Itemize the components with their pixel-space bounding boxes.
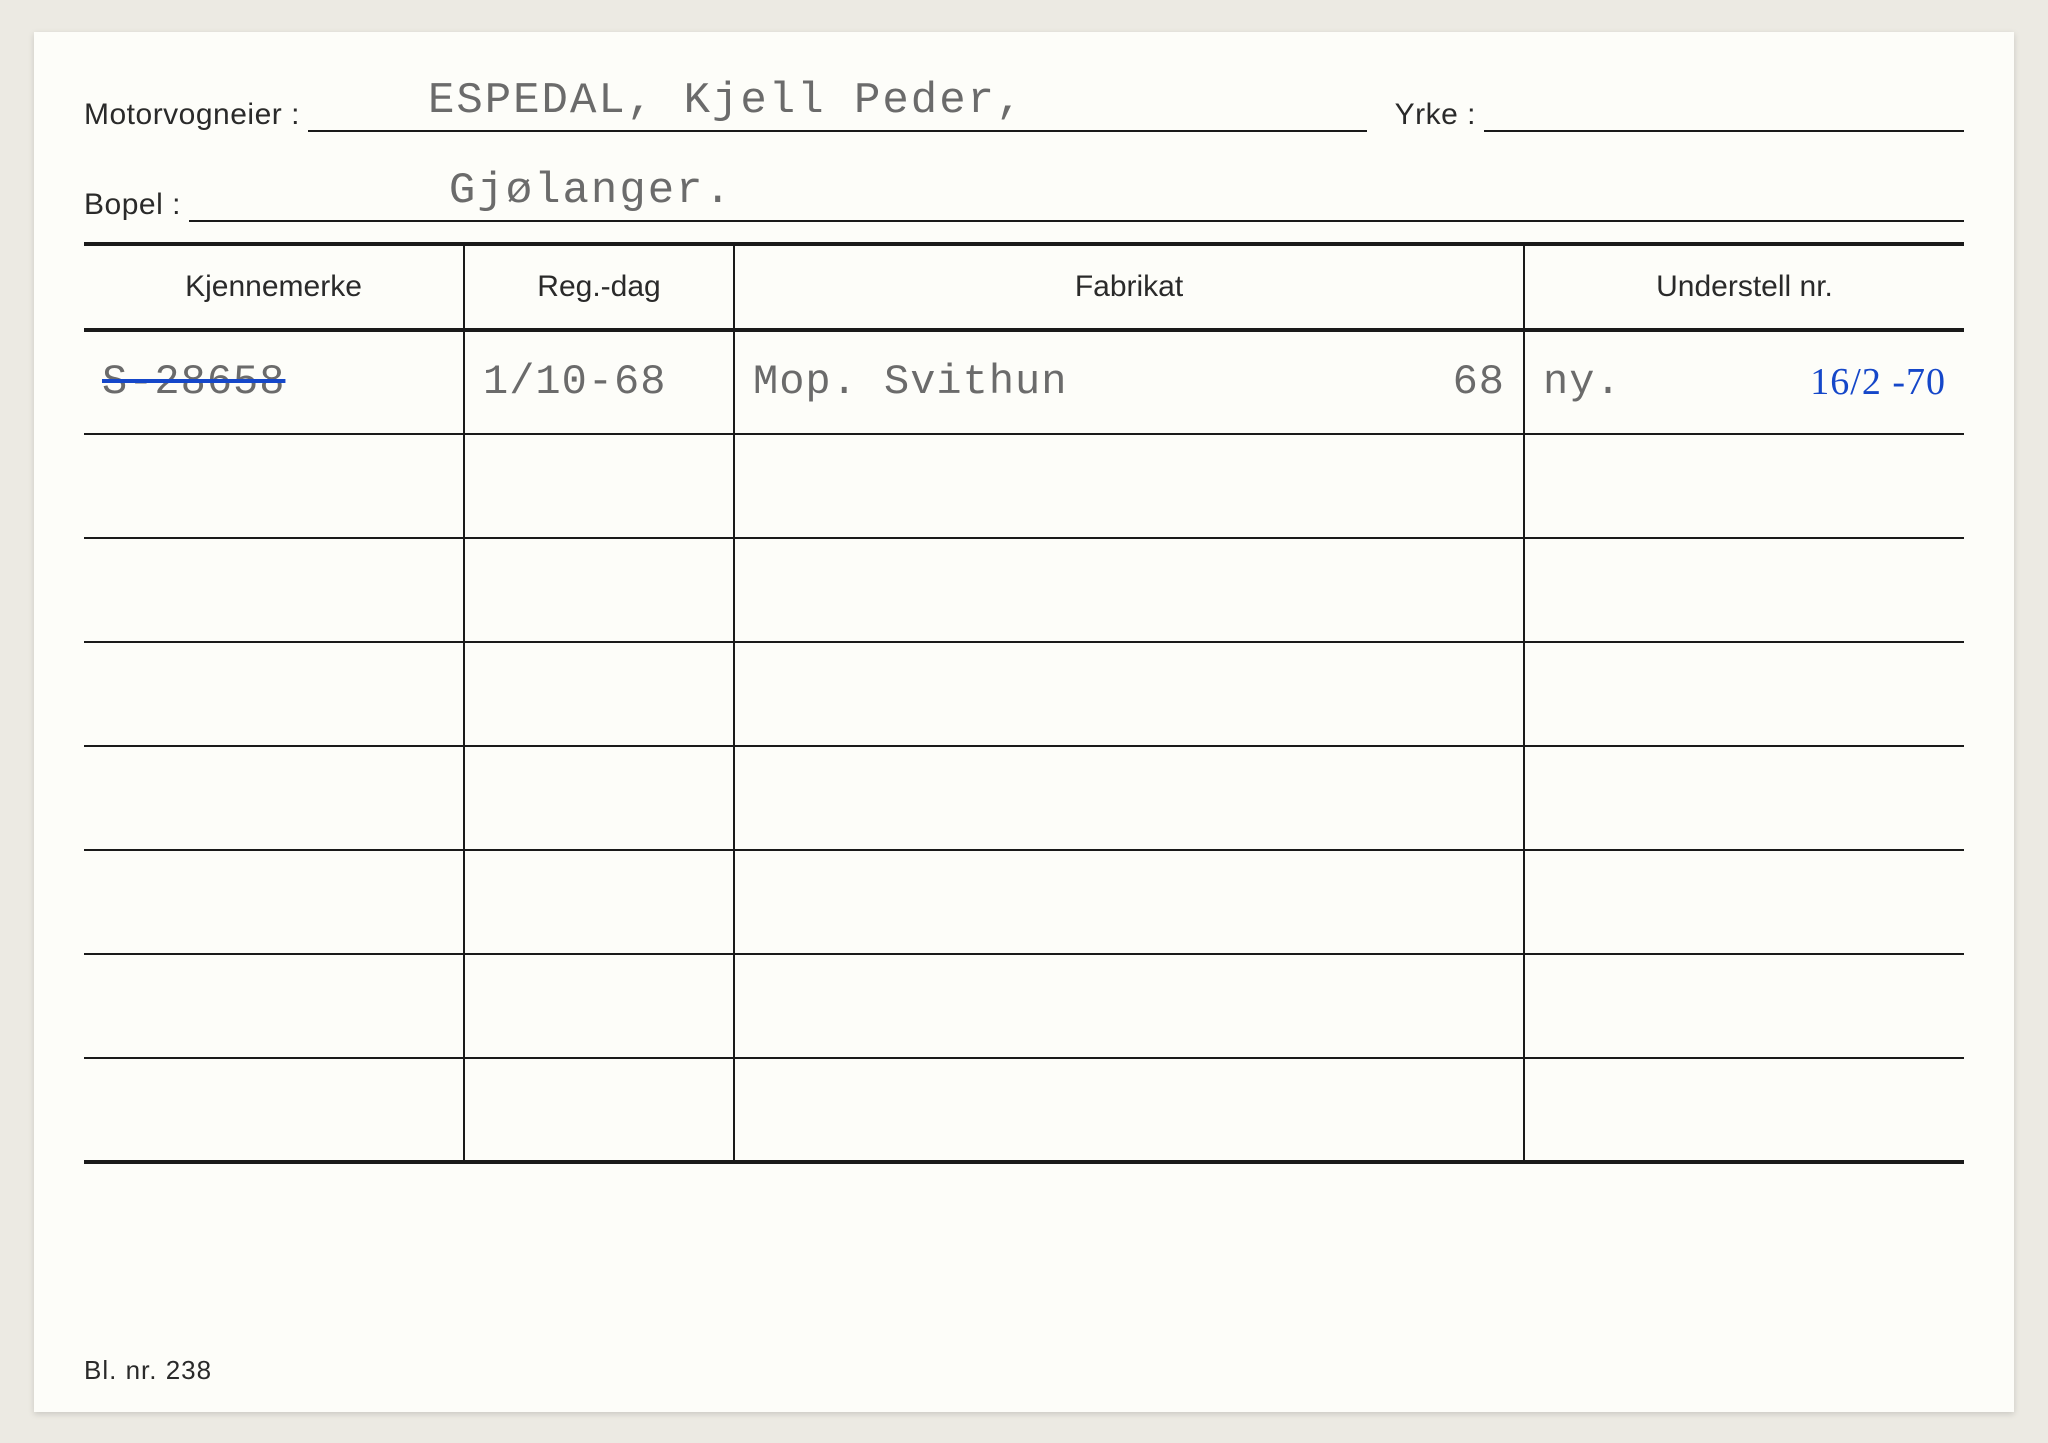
occupation-field: Yrke : (1395, 98, 1484, 132)
reg-dag-value: 1/10-68 (483, 358, 666, 406)
owner-field: Motorvogneier : (84, 98, 308, 132)
owner-label: Motorvogneier : (84, 98, 308, 132)
occupation-line (1484, 82, 1964, 132)
fabrikat-right: 68 (1453, 358, 1505, 406)
table-row (84, 746, 1964, 850)
cell-kjennemerke: S-28658 (84, 330, 464, 434)
residence-value: Gjølanger. (189, 166, 1964, 216)
cell-reg-dag: 1/10-68 (464, 330, 734, 434)
table-row: S-28658 1/10-68 Mop. Svithun 68 ny. 16/2… (84, 330, 1964, 434)
owner-line: ESPEDAL, Kjell Peder, (308, 82, 1367, 132)
table-row (84, 642, 1964, 746)
residence-line: Gjølanger. (189, 172, 1964, 222)
registration-card: Motorvogneier : ESPEDAL, Kjell Peder, Yr… (34, 32, 2014, 1412)
understell-handwritten: 16/2 -70 (1810, 360, 1946, 404)
table-row (84, 1058, 1964, 1162)
residence-field: Bopel : (84, 188, 189, 222)
table-row (84, 434, 1964, 538)
table-row (84, 538, 1964, 642)
header-row-2: Bopel : Gjølanger. (84, 172, 1964, 222)
fabrikat-left: Mop. Svithun (753, 358, 1067, 406)
table-row (84, 954, 1964, 1058)
header-row-1: Motorvogneier : ESPEDAL, Kjell Peder, Yr… (84, 82, 1964, 132)
understell-typed: ny. (1543, 358, 1622, 406)
table-header-row: Kjennemerke Reg.-dag Fabrikat Understell… (84, 244, 1964, 330)
col-header-kjennemerke: Kjennemerke (84, 244, 464, 330)
col-header-fabrikat: Fabrikat (734, 244, 1524, 330)
table-row (84, 850, 1964, 954)
form-number: Bl. nr. 238 (84, 1355, 212, 1386)
occupation-label: Yrke : (1395, 98, 1484, 132)
col-header-understell: Understell nr. (1524, 244, 1964, 330)
owner-value: ESPEDAL, Kjell Peder, (308, 76, 1367, 126)
vehicle-table: Kjennemerke Reg.-dag Fabrikat Understell… (84, 242, 1964, 1164)
col-header-reg-dag: Reg.-dag (464, 244, 734, 330)
residence-label: Bopel : (84, 188, 189, 222)
cell-understell: ny. 16/2 -70 (1524, 330, 1964, 434)
cell-fabrikat: Mop. Svithun 68 (734, 330, 1524, 434)
kjennemerke-value: S-28658 (102, 358, 285, 406)
